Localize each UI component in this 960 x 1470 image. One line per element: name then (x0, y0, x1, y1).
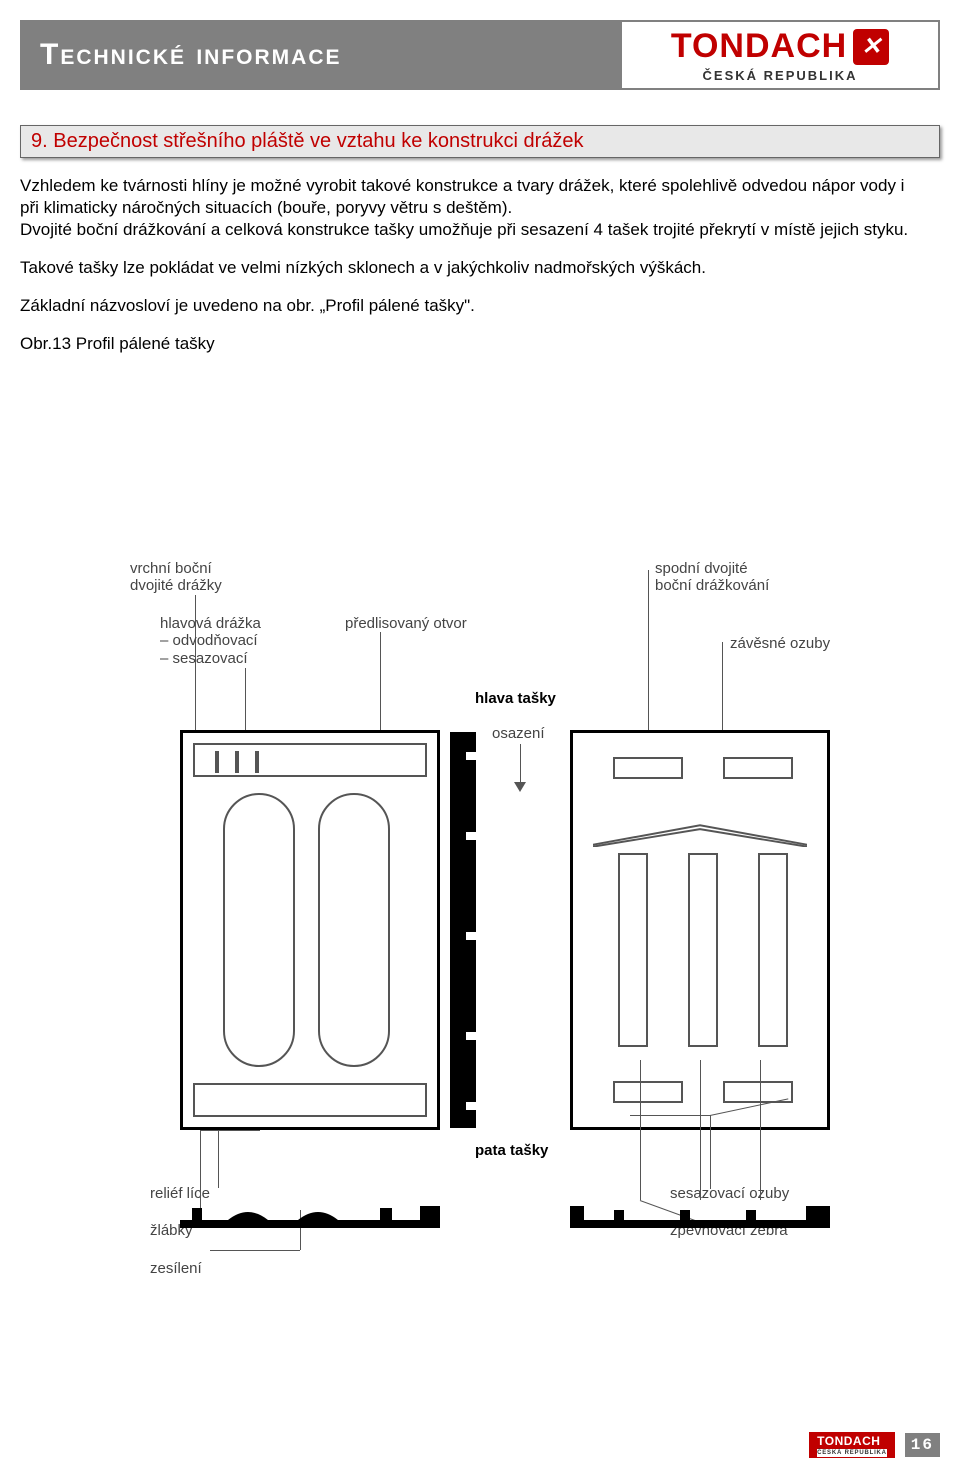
label-text: – sesazovací (160, 650, 248, 667)
body-text: Vzhledem ke tvárnosti hlíny je možné vyr… (20, 175, 920, 372)
back-ridge (593, 823, 807, 847)
back-rib (758, 853, 788, 1047)
label-zesileni: zesílení (150, 1260, 202, 1277)
tile-front-bottom (193, 1083, 427, 1117)
tile-profile-diagram: vrchní boční dvojité drážky hlavová dráž… (100, 560, 900, 1300)
label-text: spodní dvojité (655, 560, 748, 577)
paragraph-4: Základní názvosloví je uvedeno na obr. „… (20, 295, 920, 317)
leader-line (630, 1115, 710, 1116)
tile-front-groove (223, 793, 295, 1067)
label-text: boční drážkování (655, 577, 769, 594)
tile-front-topbar (193, 743, 427, 777)
profile-notch (466, 1032, 476, 1040)
label-predlisovany-otvor: předlisovaný otvor (345, 615, 467, 632)
leader-line (218, 1130, 219, 1188)
profile-notch (466, 752, 476, 760)
leader-line (710, 1115, 711, 1189)
tile-side-profile (450, 732, 476, 1128)
brand-logo-box: TONDACH ✕ ČESKÁ REPUBLIKA (620, 20, 940, 90)
back-slot (723, 757, 793, 779)
page-footer: TONDACH ČESKÁ REPUBLIKA 16 (809, 1432, 940, 1458)
tile-front-view (180, 730, 440, 1130)
label-text: dvojité drážky (130, 577, 222, 594)
section-heading-wrap: 9. Bezpečnost střešního pláště ve vztahu… (20, 125, 940, 158)
paragraph-2: Dvojité boční drážkování a celková konst… (20, 219, 920, 241)
leader-line (640, 1060, 641, 1200)
page-number: 16 (905, 1433, 940, 1457)
label-hlavova-drazka: hlavová drážka – odvodňovací – sesazovac… (160, 615, 261, 667)
paragraph-1: Vzhledem ke tvárnosti hlíny je možné vyr… (20, 175, 920, 219)
brand-logo-text: TONDACH (671, 27, 847, 66)
leader-line (210, 1250, 300, 1251)
tile-front-groove (318, 793, 390, 1067)
leader-line (648, 570, 649, 750)
header-title-box: Technické informace (20, 20, 620, 90)
label-text: – odvodňovací (160, 632, 258, 649)
back-slot (613, 757, 683, 779)
footer-logo: TONDACH ČESKÁ REPUBLIKA (809, 1432, 895, 1458)
back-cross-section (570, 1200, 830, 1230)
leader-line (700, 1060, 701, 1200)
front-cross-section (180, 1200, 440, 1230)
tile-slot (255, 751, 259, 773)
profile-notch (466, 832, 476, 840)
leader-line (520, 744, 521, 784)
brand-logo: TONDACH ✕ (671, 27, 889, 66)
brand-logo-icon: ✕ (853, 29, 889, 65)
label-pata-tasky: pata tašky (475, 1142, 548, 1159)
profile-notch (466, 932, 476, 940)
label-hlava-tasky: hlava tašky (475, 690, 556, 707)
page-header: Technické informace TONDACH ✕ ČESKÁ REPU… (20, 20, 940, 90)
label-text: hlavová drážka (160, 615, 261, 632)
label-text: vrchní boční (130, 560, 212, 577)
section-heading: 9. Bezpečnost střešního pláště ve vztahu… (20, 125, 940, 158)
brand-logo-subtitle: ČESKÁ REPUBLIKA (703, 68, 858, 83)
leader-line (200, 1130, 260, 1131)
header-title: Technické informace (40, 38, 342, 72)
leader-line (760, 1060, 761, 1200)
tile-slot (215, 751, 219, 773)
back-rib (618, 853, 648, 1047)
arrow-down-icon (514, 782, 526, 792)
footer-logo-text: TONDACH (817, 1434, 880, 1448)
paragraph-3: Takové tašky lze pokládat ve velmi nízký… (20, 257, 920, 279)
figure-caption: Obr.13 Profil pálené tašky (20, 333, 920, 355)
label-spodni-dvojite: spodní dvojité boční drážkování (655, 560, 769, 595)
back-rib (688, 853, 718, 1047)
label-zavesne-ozuby: závěsné ozuby (730, 635, 830, 652)
back-slot (613, 1081, 683, 1103)
tile-slot (235, 751, 239, 773)
profile-notch (466, 1102, 476, 1110)
footer-logo-subtitle: ČESKÁ REPUBLIKA (817, 1449, 887, 1457)
label-osazeni: osazení (492, 725, 545, 742)
label-vrchni-bocni: vrchní boční dvojité drážky (130, 560, 222, 595)
